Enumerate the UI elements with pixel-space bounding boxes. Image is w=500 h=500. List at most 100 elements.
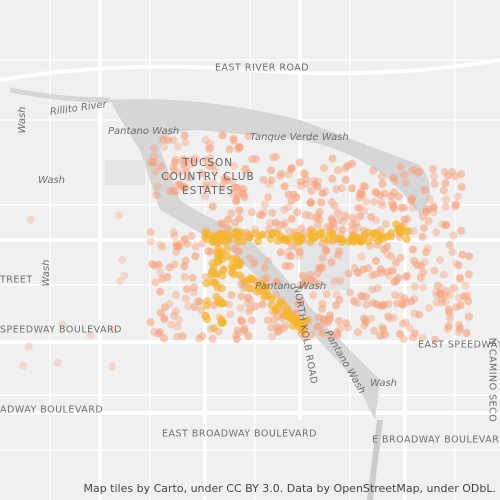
point <box>120 271 129 280</box>
point <box>362 300 371 309</box>
point <box>227 209 236 218</box>
point <box>306 270 315 279</box>
point <box>452 259 461 268</box>
point <box>378 323 387 332</box>
point <box>146 228 155 237</box>
point <box>206 154 215 163</box>
point <box>327 198 336 207</box>
point <box>441 221 450 229</box>
point <box>367 314 376 323</box>
point <box>234 247 243 256</box>
point <box>340 211 349 219</box>
point <box>246 254 255 263</box>
point <box>456 301 465 310</box>
point <box>312 214 321 222</box>
point <box>359 265 368 274</box>
point <box>277 169 286 178</box>
point <box>456 324 465 333</box>
point <box>205 145 214 153</box>
point <box>204 247 212 256</box>
point <box>210 324 219 333</box>
point <box>220 237 229 246</box>
point <box>317 198 326 207</box>
point <box>235 143 244 152</box>
point <box>451 202 459 211</box>
point <box>235 214 244 223</box>
point <box>247 208 256 217</box>
point <box>321 245 330 254</box>
point <box>281 261 290 270</box>
point <box>334 166 342 175</box>
point <box>245 307 254 316</box>
point <box>442 195 450 204</box>
point <box>373 284 382 293</box>
point <box>334 251 342 260</box>
point <box>207 278 216 287</box>
point <box>146 318 155 327</box>
point <box>362 292 371 301</box>
point <box>325 331 334 340</box>
road-label: EAST BROADWAY BOULEVARD <box>162 429 317 440</box>
point <box>268 228 277 237</box>
point <box>264 256 273 265</box>
point <box>465 252 474 261</box>
point <box>390 188 399 197</box>
point <box>439 270 448 279</box>
point <box>244 332 253 340</box>
point <box>276 248 285 257</box>
point <box>191 154 200 163</box>
point <box>334 316 343 325</box>
point <box>287 214 296 223</box>
point <box>327 258 336 267</box>
point <box>342 319 351 328</box>
point <box>151 278 160 287</box>
point <box>156 268 165 277</box>
point <box>223 176 232 185</box>
point <box>188 273 197 282</box>
point <box>234 328 243 337</box>
point <box>400 215 409 224</box>
point <box>301 170 309 178</box>
point <box>148 260 157 269</box>
point <box>240 324 249 333</box>
point <box>347 184 356 193</box>
point <box>284 203 293 212</box>
point <box>368 271 377 280</box>
point <box>306 231 315 240</box>
point <box>362 198 371 207</box>
point <box>202 179 211 188</box>
point <box>198 332 207 341</box>
point <box>154 260 163 269</box>
point <box>454 261 463 270</box>
point <box>171 307 180 316</box>
point <box>86 331 95 340</box>
point <box>240 165 249 174</box>
point <box>214 244 223 253</box>
point <box>287 165 296 174</box>
point <box>163 172 171 181</box>
point <box>328 236 337 245</box>
point <box>223 252 232 261</box>
point <box>175 180 184 189</box>
point <box>281 309 290 318</box>
point <box>309 276 318 285</box>
point <box>445 240 454 249</box>
point <box>464 270 473 279</box>
point <box>267 323 276 332</box>
point <box>197 169 206 178</box>
point <box>118 255 127 264</box>
point <box>328 174 337 183</box>
point <box>276 296 285 305</box>
point <box>190 303 199 312</box>
point <box>338 225 347 234</box>
road-label: EAST RIVER ROAD <box>215 63 309 74</box>
point <box>368 285 377 294</box>
point <box>234 231 243 240</box>
road-label: ADWAY BOULEVARD <box>0 405 103 416</box>
point <box>238 317 246 326</box>
point <box>431 288 440 297</box>
point <box>348 220 357 229</box>
point <box>217 299 226 308</box>
point <box>377 198 386 207</box>
point <box>267 166 275 175</box>
